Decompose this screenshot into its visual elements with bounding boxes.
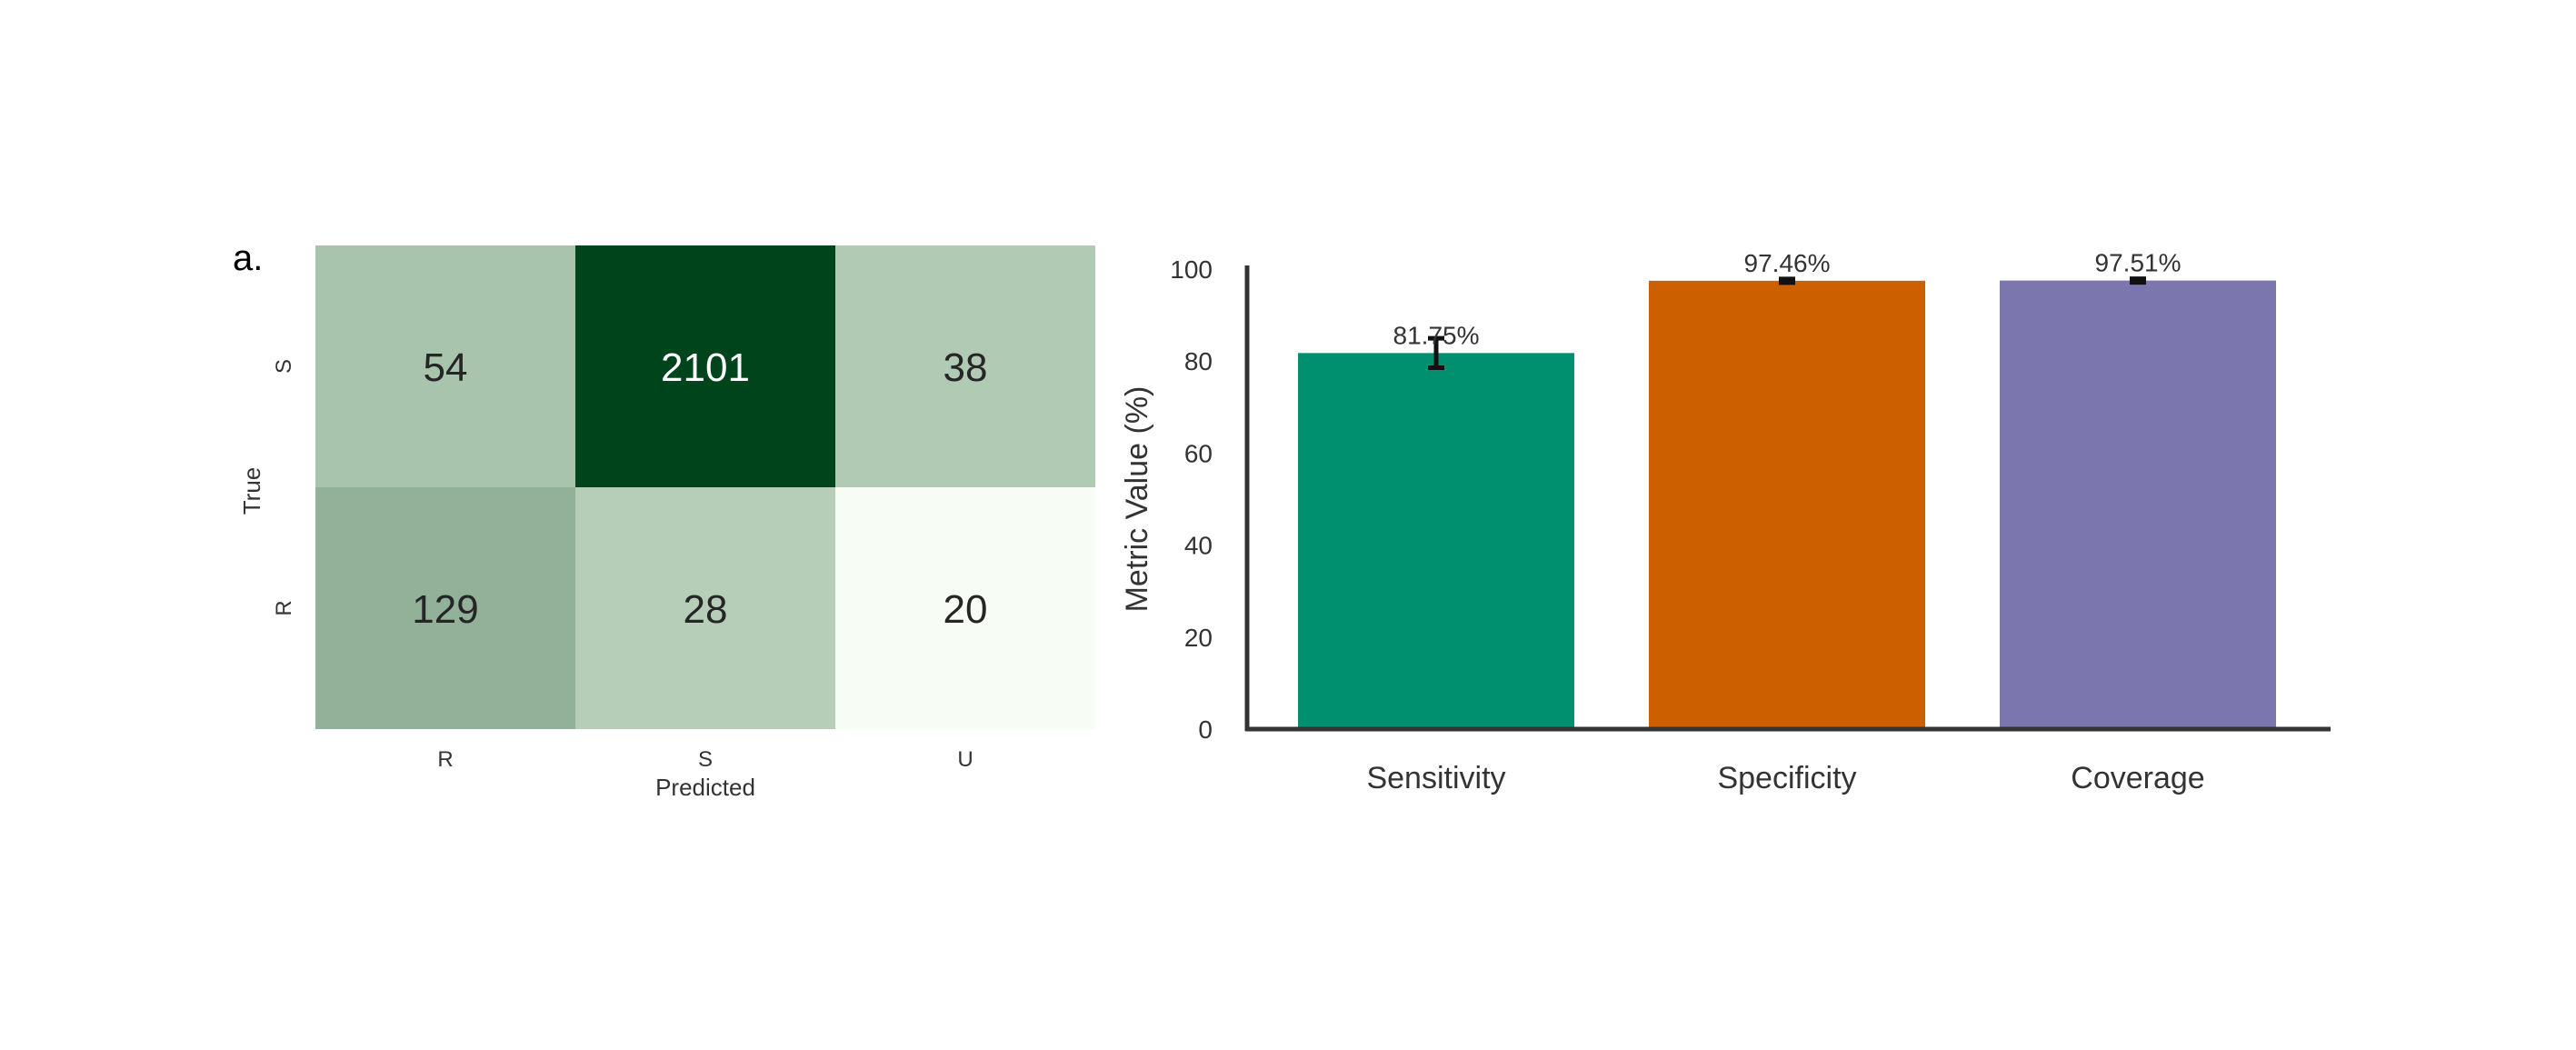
heatmap-cell-value: 129 [412,587,478,632]
heatmap-x-axis-label: Predicted [655,774,755,801]
confusion-matrix-heatmap: 54 2101 38 129 28 20 R S U S R Predicted True [238,245,1095,801]
bar-value-label: 97.46% [1744,249,1831,277]
x-tick-label: Sensitivity [1366,761,1505,795]
panel-label: a. [233,238,264,278]
x-tick-label: Coverage [2071,761,2204,795]
y-tick-label: 80 [1184,347,1213,375]
heatmap-cell [315,245,575,487]
heatmap-x-tick-label: S [698,747,713,772]
heatmap-cell [575,487,835,729]
x-tick-label: Specificity [1717,761,1856,795]
heatmap-y-tick-label: R [272,600,296,615]
y-tick-label: 60 [1184,439,1213,467]
heatmap-cell-value: 28 [684,587,728,632]
y-tick-label: 0 [1198,715,1213,744]
bar [1298,353,1574,729]
heatmap-x-tick-label: R [437,747,453,772]
heatmap-y-axis-label: True [238,467,265,515]
heatmap-cell [575,245,835,487]
y-axis-label: Metric Value (%) [1120,386,1154,613]
heatmap-cell-value: 54 [424,345,468,390]
bar-value-label: 97.51% [2095,249,2182,277]
bar [2000,280,2276,729]
heatmap-cell [835,245,1095,487]
heatmap-x-tick-label: U [957,747,973,772]
heatmap-cell [315,487,575,729]
heatmap-cell [835,487,1095,729]
heatmap-cell-value: 2101 [661,345,750,390]
heatmap-cell-value: 38 [944,345,988,390]
bar [1649,280,1925,729]
heatmap-cell-value: 20 [944,587,988,632]
metrics-bar-chart: 0 20 40 60 80 100 Metric Value (%) 81.75% Sensit… [1120,249,2331,795]
y-tick-label: 100 [1170,255,1213,284]
y-tick-label: 40 [1184,532,1213,560]
heatmap-y-tick-label: S [272,359,296,374]
y-tick-label: 20 [1184,624,1213,652]
bar-value-label: 81.75% [1393,321,1480,349]
